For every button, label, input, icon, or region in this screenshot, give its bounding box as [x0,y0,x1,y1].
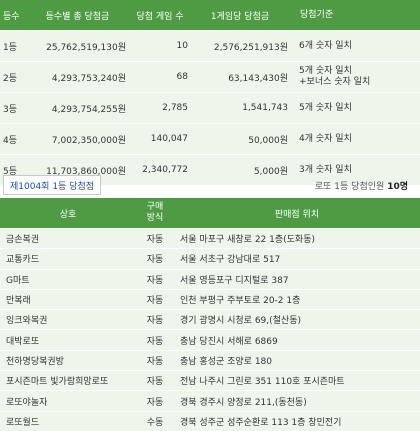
store-purchase-type: 자동 [146,316,164,327]
prize-criteria-line: 3개 숫자 일치 [299,164,352,175]
winner-summary-label: 로또 1등 당첨인원 [314,182,385,192]
prize-total: 4,293,753,240원 [51,73,126,84]
prize-criteria: 5개 숫자 일치 +보너스 숫자 일치 [290,66,420,88]
header-rank: 등수 [3,11,20,22]
store-purchase-type: 자동 [146,275,164,286]
header-purchase-type-line: 방식 [146,213,164,223]
store-row: 로또월드 수동 경북 성주군 성주순환로 113 1층 창민전기 [0,410,420,431]
prize-table-header: 등수 등수별 총 당첨금 당첨 게임 수 1게임당 당첨금 당첨기준 [0,0,420,30]
store-location: 충남 홍성군 조양로 180 [180,356,273,367]
prize-rank: 1등 [3,42,18,53]
store-purchase-type: 자동 [146,377,164,388]
prize-criteria: 3개 숫자 일치 [290,165,420,176]
store-table-header: 상호 구매 방식 판매점 위치 [0,198,420,228]
store-name: 만복래 [6,296,31,307]
store-location: 서울 영등포구 디지털로 387 [180,275,289,286]
header-purchase-type: 구매 방식 [136,202,174,224]
store-name: 로또야놀자 [6,397,48,408]
store-row: 교통카드 자동 서울 서초구 강남대로 517 [0,248,420,269]
header-criteria: 당첨기준 [300,9,334,20]
store-location: 서울 마포구 새창로 22 1층(도화동) [180,235,316,246]
store-purchase-type: 자동 [146,397,164,408]
winner-summary: 로또 1등 당첨인원 10명 [315,179,408,192]
header-store-location: 판매점 위치 [274,209,320,220]
prize-total: 4,293,754,255원 [51,104,126,115]
prize-per-game: 50,000원 [248,135,288,146]
round-bar: 제1004회 1등 당첨점 로또 1등 당첨인원 10명 [0,174,420,196]
prize-winners: 2,340,772 [142,165,188,175]
store-row: G마트 자동 서울 영등포구 디지털로 387 [0,268,420,289]
header-winning-games: 당첨 게임 수 [136,11,184,22]
prize-rank: 3등 [3,104,18,115]
store-purchase-type: 자동 [146,255,164,266]
prize-criteria-line: 4개 숫자 일치 [299,133,352,144]
prize-per-game: 5,000원 [253,166,288,177]
prize-criteria-line: 5개 숫자 일치 [299,66,352,76]
prize-criteria-line: 6개 숫자 일치 [299,40,352,51]
store-location: 경북 성주군 성주순환로 113 1층 창민전기 [180,417,342,428]
prize-total: 25,762,519,130원 [46,42,126,53]
prize-per-game: 2,576,251,913원 [213,42,288,53]
prize-criteria-line: +보너스 숫자 일치 [299,77,371,87]
prize-total: 11,703,860,000원 [46,166,126,177]
header-purchase-type-line: 구매 [146,202,164,212]
store-name: 로또월드 [6,417,40,428]
store-location: 인천 부평구 주부토로 20-2 1층 [180,296,301,307]
store-name: 잉크와복권 [6,316,48,327]
prize-criteria: 5개 숫자 일치 [290,103,420,114]
store-purchase-type: 수동 [146,417,164,428]
store-name: 금손복권 [6,235,40,246]
prize-winners: 68 [176,72,188,82]
prize-row: 2등 4,293,753,240원 68 63,143,430원 5개 숫자 일… [0,61,420,92]
store-purchase-type: 자동 [146,356,164,367]
store-name: 포시즌마트 빛가람희망로또 [6,377,109,388]
store-row: 금손복권 자동 서울 마포구 새창로 22 1층(도화동) [0,228,420,249]
prize-winners: 10 [176,41,188,51]
store-row: 로또야놀자 자동 경북 경주시 양정로 211,(동천동) [0,390,420,411]
winner-summary-count: 10명 [387,182,408,192]
prize-row: 1등 25,762,519,130원 10 2,576,251,913원 6개 … [0,30,420,61]
store-purchase-type: 자동 [146,235,164,246]
header-total-prize: 등수별 총 당첨금 [45,11,110,22]
prize-rank: 4등 [3,135,18,146]
store-location: 경북 경주시 양정로 211,(동천동) [180,397,307,408]
prize-rank: 2등 [3,73,18,84]
store-row: 대박로또 자동 충남 당진시 서해로 6869 [0,329,420,350]
prize-per-game: 1,541,743 [242,103,288,113]
store-name: G마트 [6,275,30,286]
prize-winners: 140,047 [150,134,188,144]
store-row: 포시즌마트 빛가람희망로또 자동 전남 나주시 그린로 351 110호 포시즌… [0,370,420,391]
prize-total: 7,002,350,000원 [51,135,126,146]
store-name: 대박로또 [6,336,40,347]
store-row: 잉크와복권 자동 경기 광명시 시청로 69,(철산동) [0,309,420,330]
header-store-name: 상호 [59,209,77,220]
prize-criteria-line: 5개 숫자 일치 [299,102,352,113]
prize-criteria: 6개 숫자 일치 [290,41,420,52]
store-row: 만복래 자동 인천 부평구 주부토로 20-2 1층 [0,288,420,310]
round-selector[interactable]: 제1004회 1등 당첨점 [3,175,102,195]
store-purchase-type: 자동 [146,296,164,307]
store-name: 교통카드 [6,255,40,266]
prize-table: 등수 등수별 총 당첨금 당첨 게임 수 1게임당 당첨금 당첨기준 1등 25… [0,0,420,185]
prize-winners: 2,785 [162,103,188,113]
store-location: 충남 당진시 서해로 6869 [180,336,278,347]
store-location: 전남 나주시 그린로 351 110호 포시즌마트 [180,377,345,388]
store-table: 상호 구매 방식 판매점 위치 금손복권 자동 서울 마포구 새창로 22 1층… [0,198,420,431]
prize-per-game: 63,143,430원 [228,73,288,84]
prize-criteria: 4개 숫자 일치 [290,134,420,145]
prize-rank: 5등 [3,166,18,177]
header-per-game-prize: 1게임당 당첨금 [210,11,270,22]
prize-row: 3등 4,293,754,255원 2,785 1,541,743 5개 숫자 … [0,92,420,123]
store-purchase-type: 자동 [146,336,164,347]
prize-row: 4등 7,002,350,000원 140,047 50,000원 4개 숫자 … [0,123,420,154]
store-location: 경기 광명시 시청로 69,(철산동) [180,316,301,327]
store-row: 천하명당복권방 자동 충남 홍성군 조양로 180 [0,349,420,371]
store-location: 서울 서초구 강남대로 517 [180,255,281,266]
store-name: 천하명당복권방 [6,356,64,367]
